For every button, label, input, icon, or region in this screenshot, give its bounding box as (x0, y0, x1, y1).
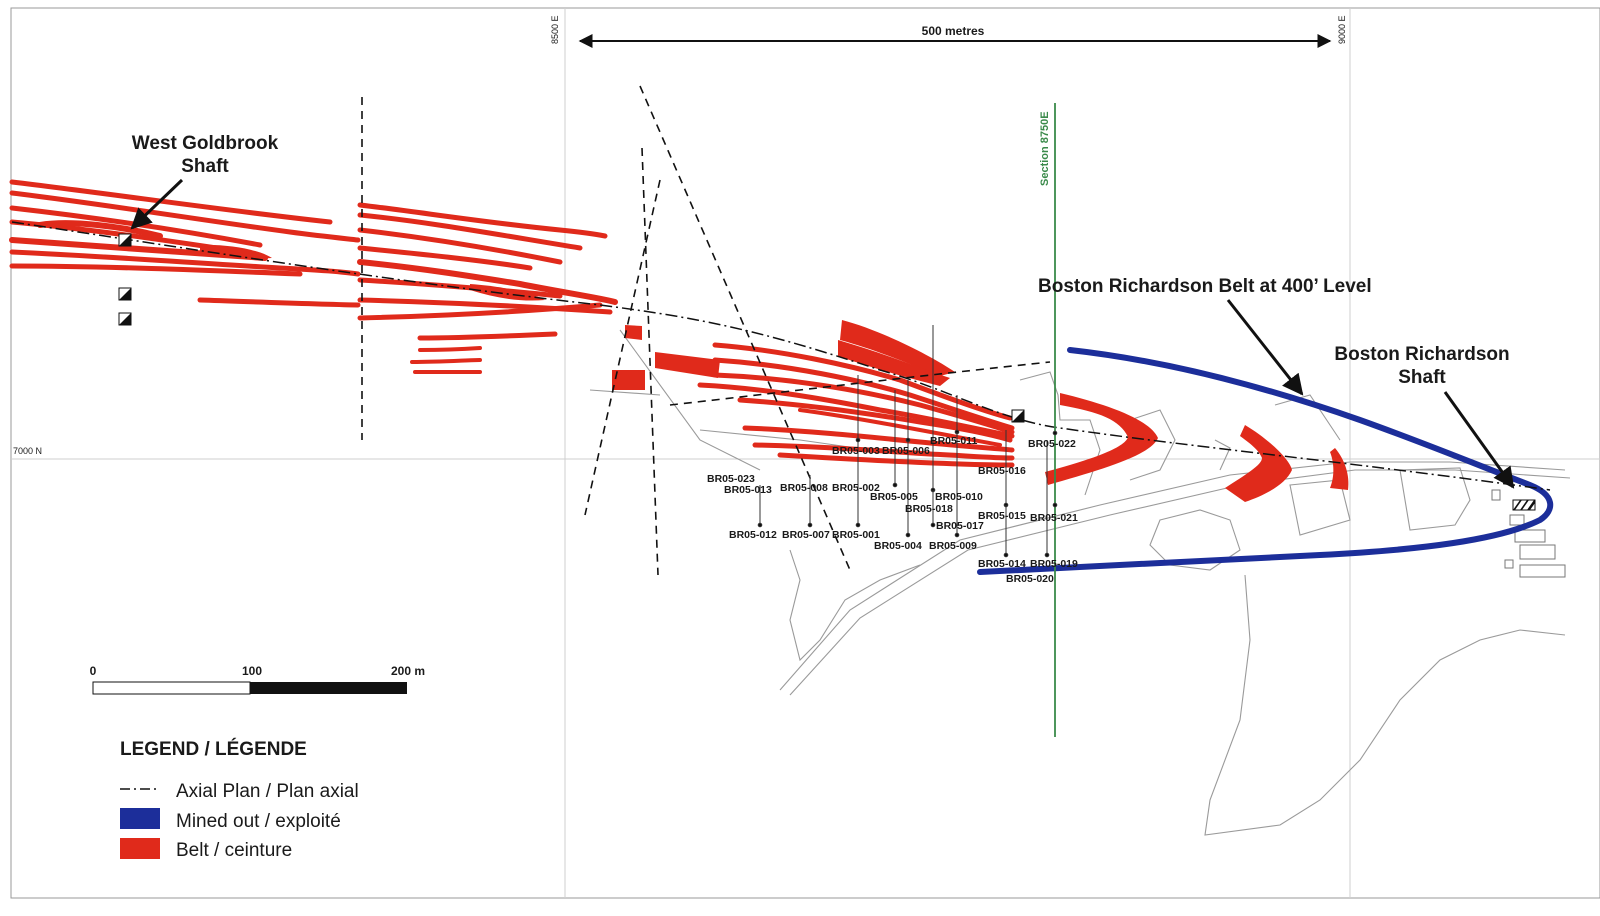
drill-hole-label: BR05-012 (729, 529, 777, 541)
mined-out-swatch (120, 808, 160, 829)
drill-hole-label: BR05-004 (874, 540, 922, 552)
drill-hole-label: BR05-018 (905, 503, 953, 515)
section-8750e-label: Section 8750E (1039, 111, 1051, 186)
drill-hole-label: BR05-013 (724, 484, 772, 496)
drill-hole-label: BR05-007 (782, 529, 830, 541)
grid-label-8500e: 8500 E (550, 15, 560, 44)
roads-and-workings (589, 329, 1571, 836)
distance-label: 500 metres (922, 24, 985, 38)
drill-hole-label: BR05-003 (832, 445, 880, 457)
drill-hole-label: BR05-006 (882, 445, 930, 457)
br-shaft-label: Boston Richardson (1334, 344, 1509, 365)
drill-hole-label: BR05-016 (978, 465, 1026, 477)
map-frame (10, 7, 1600, 899)
scale-label-200: 200 m (391, 664, 425, 678)
west-belt (9, 179, 618, 375)
legend-title: LEGEND / LÉGENDE (120, 738, 307, 760)
drill-hole-label: BR05-005 (870, 491, 918, 503)
drill-hole-label: BR05-020 (1006, 573, 1054, 585)
drill-hole-traces (757, 325, 1058, 558)
scale-label-100: 100 (242, 664, 262, 678)
br-shaft-label-2: Shaft (1398, 367, 1446, 388)
shaft-icon (118, 233, 132, 247)
legend-item-mined-out: Mined out / exploité (176, 811, 341, 832)
scale-bar: 0 100 200 m (90, 664, 425, 695)
shaft-icon (118, 287, 132, 301)
grid-label-9000e: 9000 E (1337, 15, 1347, 44)
drill-hole-label: BR05-014 (978, 558, 1026, 570)
shaft-icon (1512, 499, 1536, 511)
drill-hole-label: BR05-015 (978, 510, 1026, 522)
shaft-icon (1011, 409, 1025, 423)
drill-hole-label: BR05-023 (707, 473, 755, 485)
scale-label-0: 0 (90, 664, 97, 678)
legend-item-axial-plan: Axial Plan / Plan axial (176, 781, 359, 802)
drill-hole-label: BR05-010 (935, 491, 983, 503)
shaft-icon (118, 312, 132, 326)
drill-hole-label: BR05-001 (832, 529, 880, 541)
legend-item-belt: Belt / ceinture (176, 840, 292, 861)
west-goldbrook-label-2: Shaft (181, 156, 229, 177)
belt-swatch (120, 838, 160, 859)
west-goldbrook-arrow (130, 178, 184, 230)
drill-hole-label: BR05-022 (1028, 438, 1076, 450)
shaft-icons (118, 233, 1536, 511)
legend: LEGEND / LÉGENDE Axial Plan / Plan axial… (120, 738, 359, 861)
drill-hole-label: BR05-017 (936, 520, 984, 532)
br-shaft-arrow (1443, 391, 1515, 489)
grid-label-7000n: 7000 N (13, 446, 42, 456)
drill-hole-label: BR05-008 (780, 482, 828, 494)
shaft-buildings (1491, 489, 1566, 578)
fault-lines (361, 85, 1051, 576)
axial-plan-line (11, 221, 1551, 491)
drill-hole-label: BR05-002 (832, 482, 880, 494)
br-belt-arrow (1226, 299, 1304, 396)
drill-hole-label: BR05-011 (930, 435, 977, 447)
mined-out-belt (977, 347, 1554, 575)
drill-hole-label: BR05-009 (929, 540, 977, 552)
drill-hole-label: BR05-021 (1030, 512, 1078, 524)
drill-hole-labels: BR05-023 BR05-013 BR05-008 BR05-002 BR05… (707, 435, 1078, 585)
west-goldbrook-label: West Goldbrook (132, 133, 279, 154)
br-belt-label: Boston Richardson Belt at 400’ Level (1038, 276, 1372, 297)
drill-hole-label: BR05-019 (1030, 558, 1078, 570)
central-belt (612, 320, 1349, 502)
